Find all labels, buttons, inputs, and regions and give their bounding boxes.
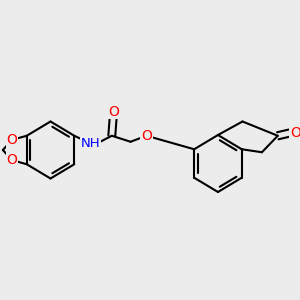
Text: O: O <box>7 133 17 147</box>
Text: O: O <box>108 105 119 119</box>
Text: O: O <box>141 129 152 143</box>
Text: O: O <box>290 126 300 140</box>
Text: O: O <box>7 153 17 167</box>
Text: NH: NH <box>80 137 100 150</box>
